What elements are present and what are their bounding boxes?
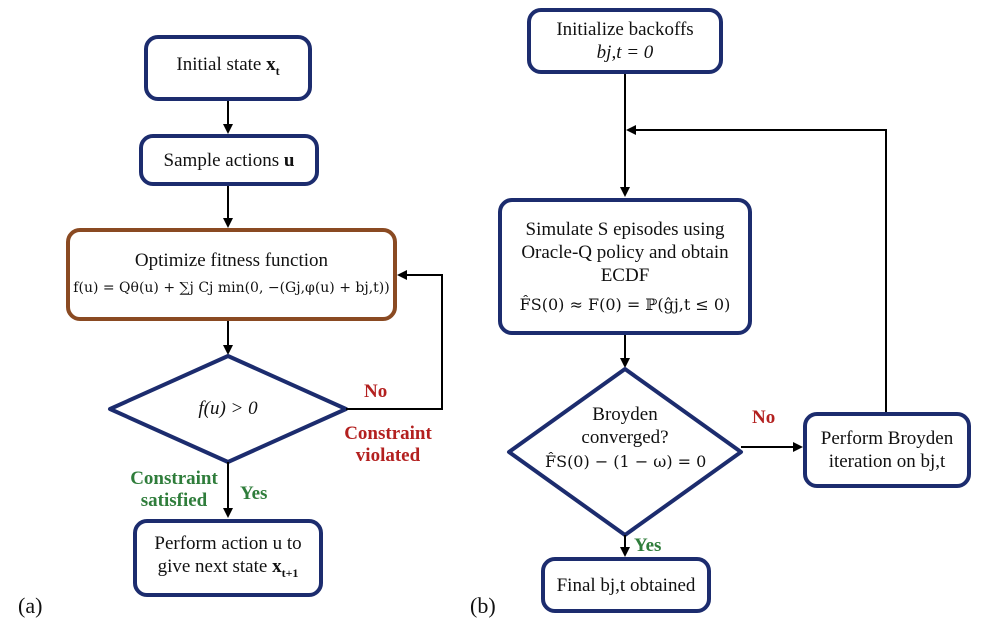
arrow-no-loop-a — [346, 270, 443, 410]
decision-a-text: f(u) > 0 — [198, 398, 258, 419]
yes-label-a: Yes — [240, 483, 268, 504]
initial-state-var: x — [266, 54, 276, 76]
perform-var: x — [272, 555, 282, 577]
init-line2: bj,t = 0 — [596, 42, 654, 63]
panel-a-label: (a) — [18, 593, 43, 618]
optimize-fitness-box: Optimize fitness function f(u) = Qθ(u) +… — [66, 228, 397, 321]
initial-state-sub: t — [275, 63, 280, 78]
final-backoff-box: Final bj,t obtained — [541, 557, 711, 613]
initial-state-box: Initial state xt — [144, 35, 312, 101]
yes-label-b: Yes — [634, 535, 662, 556]
sample-actions-label: Sample actions — [163, 149, 280, 171]
broyden-formula: F̂S(0) − (1 − ω) = 0 — [545, 452, 707, 471]
no-label-b: No — [752, 407, 776, 428]
broyden-line2: iteration on bj,t — [828, 451, 946, 472]
sample-actions-box: Sample actions u — [139, 134, 319, 186]
no-label-a: No — [364, 381, 388, 402]
sample-actions-var: u — [283, 149, 295, 171]
init-line1: Initialize backoffs — [556, 19, 694, 40]
initial-state-label: Initial state — [176, 54, 262, 76]
perform-sub: t+1 — [281, 565, 299, 580]
fitness-formula: f(u) = Qθ(u) + ∑j Cj min(0, −(Gj,φ(u) + … — [73, 280, 390, 296]
broyden-iteration-box: Perform Broyden iteration on bj,t — [803, 412, 971, 488]
final-text: Final bj,t obtained — [556, 574, 696, 596]
decision-b-line2: converged? — [581, 427, 669, 448]
panel-b-label: (b) — [470, 593, 496, 618]
arrow-broyden-loop — [626, 125, 887, 412]
constraint-satisfied-label: Constraint satisfied — [130, 468, 218, 511]
perform-line2: give next state — [157, 555, 268, 577]
perform-action-box: Perform action u to give next state xt+1 — [133, 519, 323, 597]
initialize-backoffs-box: Initialize backoffs bj,t = 0 — [527, 8, 723, 74]
simulate-line1: Simulate S episodes using — [525, 218, 725, 240]
simulate-episodes-box: Simulate S episodes using Oracle-Q polic… — [498, 198, 752, 335]
simulate-line3: ECDF — [600, 264, 650, 286]
optimize-title: Optimize fitness function — [134, 250, 329, 271]
perform-line1: Perform action u to — [154, 532, 302, 554]
decision-b-line1: Broyden — [592, 404, 658, 425]
ecdf-formula: F̂S(0) ≈ F(0) = ℙ(ĝj,t ≤ 0) — [519, 294, 731, 314]
broyden-line1: Perform Broyden — [820, 428, 954, 449]
simulate-line2: Oracle-Q policy and obtain — [521, 241, 729, 263]
constraint-violated-label: Constraint violated — [344, 423, 432, 466]
